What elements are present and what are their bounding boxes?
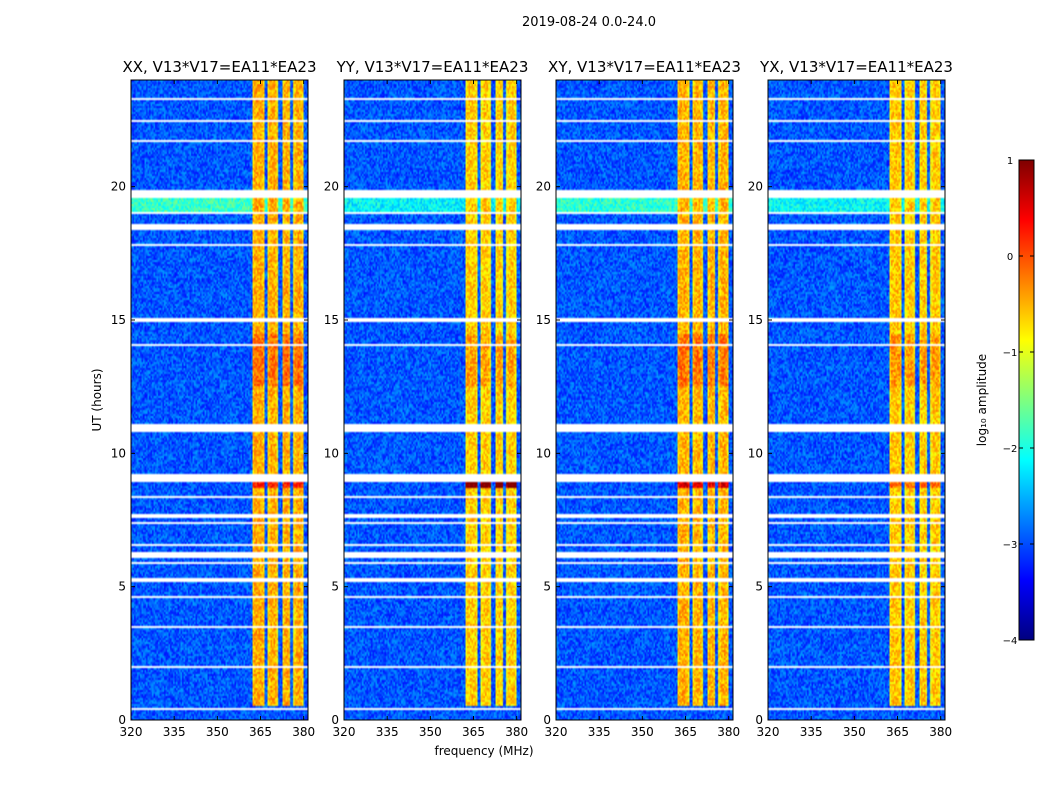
- x-tick-label: 350: [843, 725, 866, 739]
- y-tick-label: 20: [111, 180, 126, 194]
- panel-title: XY, V13*V17=EA11*EA23: [548, 58, 741, 76]
- colorbar-tick-label: 0: [1007, 252, 1013, 263]
- axes-frame: [767, 79, 946, 721]
- y-tick-label: 0: [118, 713, 126, 727]
- y-tick-label: 20: [536, 180, 551, 194]
- y-tick-label: 10: [748, 446, 763, 460]
- panel-3: XY, V13*V17=EA11*EA23 320 335 350 365 380 0 5 10…: [536, 58, 741, 739]
- y-tick-label: 10: [536, 446, 551, 460]
- colorbar-tick-label: −4: [1003, 636, 1018, 647]
- y-axis-label: UT (hours): [90, 368, 104, 431]
- y-tick-label: 5: [118, 580, 126, 594]
- y-tick-label: 10: [324, 446, 339, 460]
- x-tick-label: 320: [333, 725, 356, 739]
- x-tick-label: 320: [757, 725, 780, 739]
- panel-4: YX, V13*V17=EA11*EA23 320 335 350 365 380 0 5 10…: [748, 58, 953, 739]
- panel-title: YY, V13*V17=EA11*EA23: [336, 58, 529, 76]
- x-tick-label: 380: [929, 725, 952, 739]
- x-tick-label: 350: [206, 725, 229, 739]
- heatmap-image: [131, 80, 308, 720]
- axes-frame: [343, 79, 522, 721]
- x-tick-label: 335: [800, 725, 823, 739]
- x-tick-label: 365: [462, 725, 485, 739]
- colorbar-label: log₁₀ amplitude: [975, 354, 989, 446]
- heatmap-image: [768, 80, 945, 720]
- colorbar-tick-label: 1: [1007, 156, 1013, 167]
- x-tick-label: 335: [376, 725, 399, 739]
- y-tick-label: 20: [748, 180, 763, 194]
- axes-frame: [555, 79, 734, 721]
- x-tick-label: 350: [631, 725, 654, 739]
- y-tick-label: 5: [755, 580, 763, 594]
- y-tick-label: 15: [324, 313, 339, 327]
- y-tick-label: 15: [536, 313, 551, 327]
- x-tick-label: 335: [588, 725, 611, 739]
- x-tick-label: 365: [674, 725, 697, 739]
- x-tick-label: 320: [545, 725, 568, 739]
- x-axis-label: frequency (MHz): [434, 744, 533, 758]
- panel-1: XX, V13*V17=EA11*EA23 320 335 350 365 380 0 5 10…: [111, 58, 317, 739]
- colorbar-tick-label: −2: [1003, 444, 1018, 455]
- x-tick-label: 380: [505, 725, 528, 739]
- x-tick-label: 365: [249, 725, 272, 739]
- panel-title: YX, V13*V17=EA11*EA23: [759, 58, 953, 76]
- y-tick-label: 0: [755, 713, 763, 727]
- y-tick-label: 5: [331, 580, 339, 594]
- heatmap-image: [344, 80, 521, 720]
- y-tick-label: 15: [748, 313, 763, 327]
- figure-suptitle: 2019-08-24 0.0-24.0: [522, 15, 656, 30]
- x-tick-label: 365: [886, 725, 909, 739]
- colorbar: 1 0 −1 −2 −3 −4 log₁₀ amplitude: [975, 156, 1035, 647]
- x-tick-label: 335: [163, 725, 186, 739]
- y-tick-label: 0: [543, 713, 551, 727]
- panel-title: XX, V13*V17=EA11*EA23: [122, 58, 316, 76]
- axes-frame: [130, 79, 309, 721]
- x-tick-label: 350: [419, 725, 442, 739]
- y-tick-label: 10: [111, 446, 126, 460]
- panel-2: YY, V13*V17=EA11*EA23 320 335 350 365 380 0 5 10…: [324, 58, 529, 739]
- y-tick-label: 0: [331, 713, 339, 727]
- x-tick-label: 380: [292, 725, 315, 739]
- colorbar-gradient: [1018, 159, 1035, 641]
- y-tick-label: 5: [543, 580, 551, 594]
- x-tick-label: 320: [120, 725, 143, 739]
- x-tick-label: 380: [717, 725, 740, 739]
- y-tick-label: 15: [111, 313, 126, 327]
- heatmap-image: [556, 80, 733, 720]
- y-tick-label: 20: [324, 180, 339, 194]
- colorbar-tick-label: −3: [1003, 540, 1018, 551]
- colorbar-tick-label: −1: [1003, 348, 1018, 359]
